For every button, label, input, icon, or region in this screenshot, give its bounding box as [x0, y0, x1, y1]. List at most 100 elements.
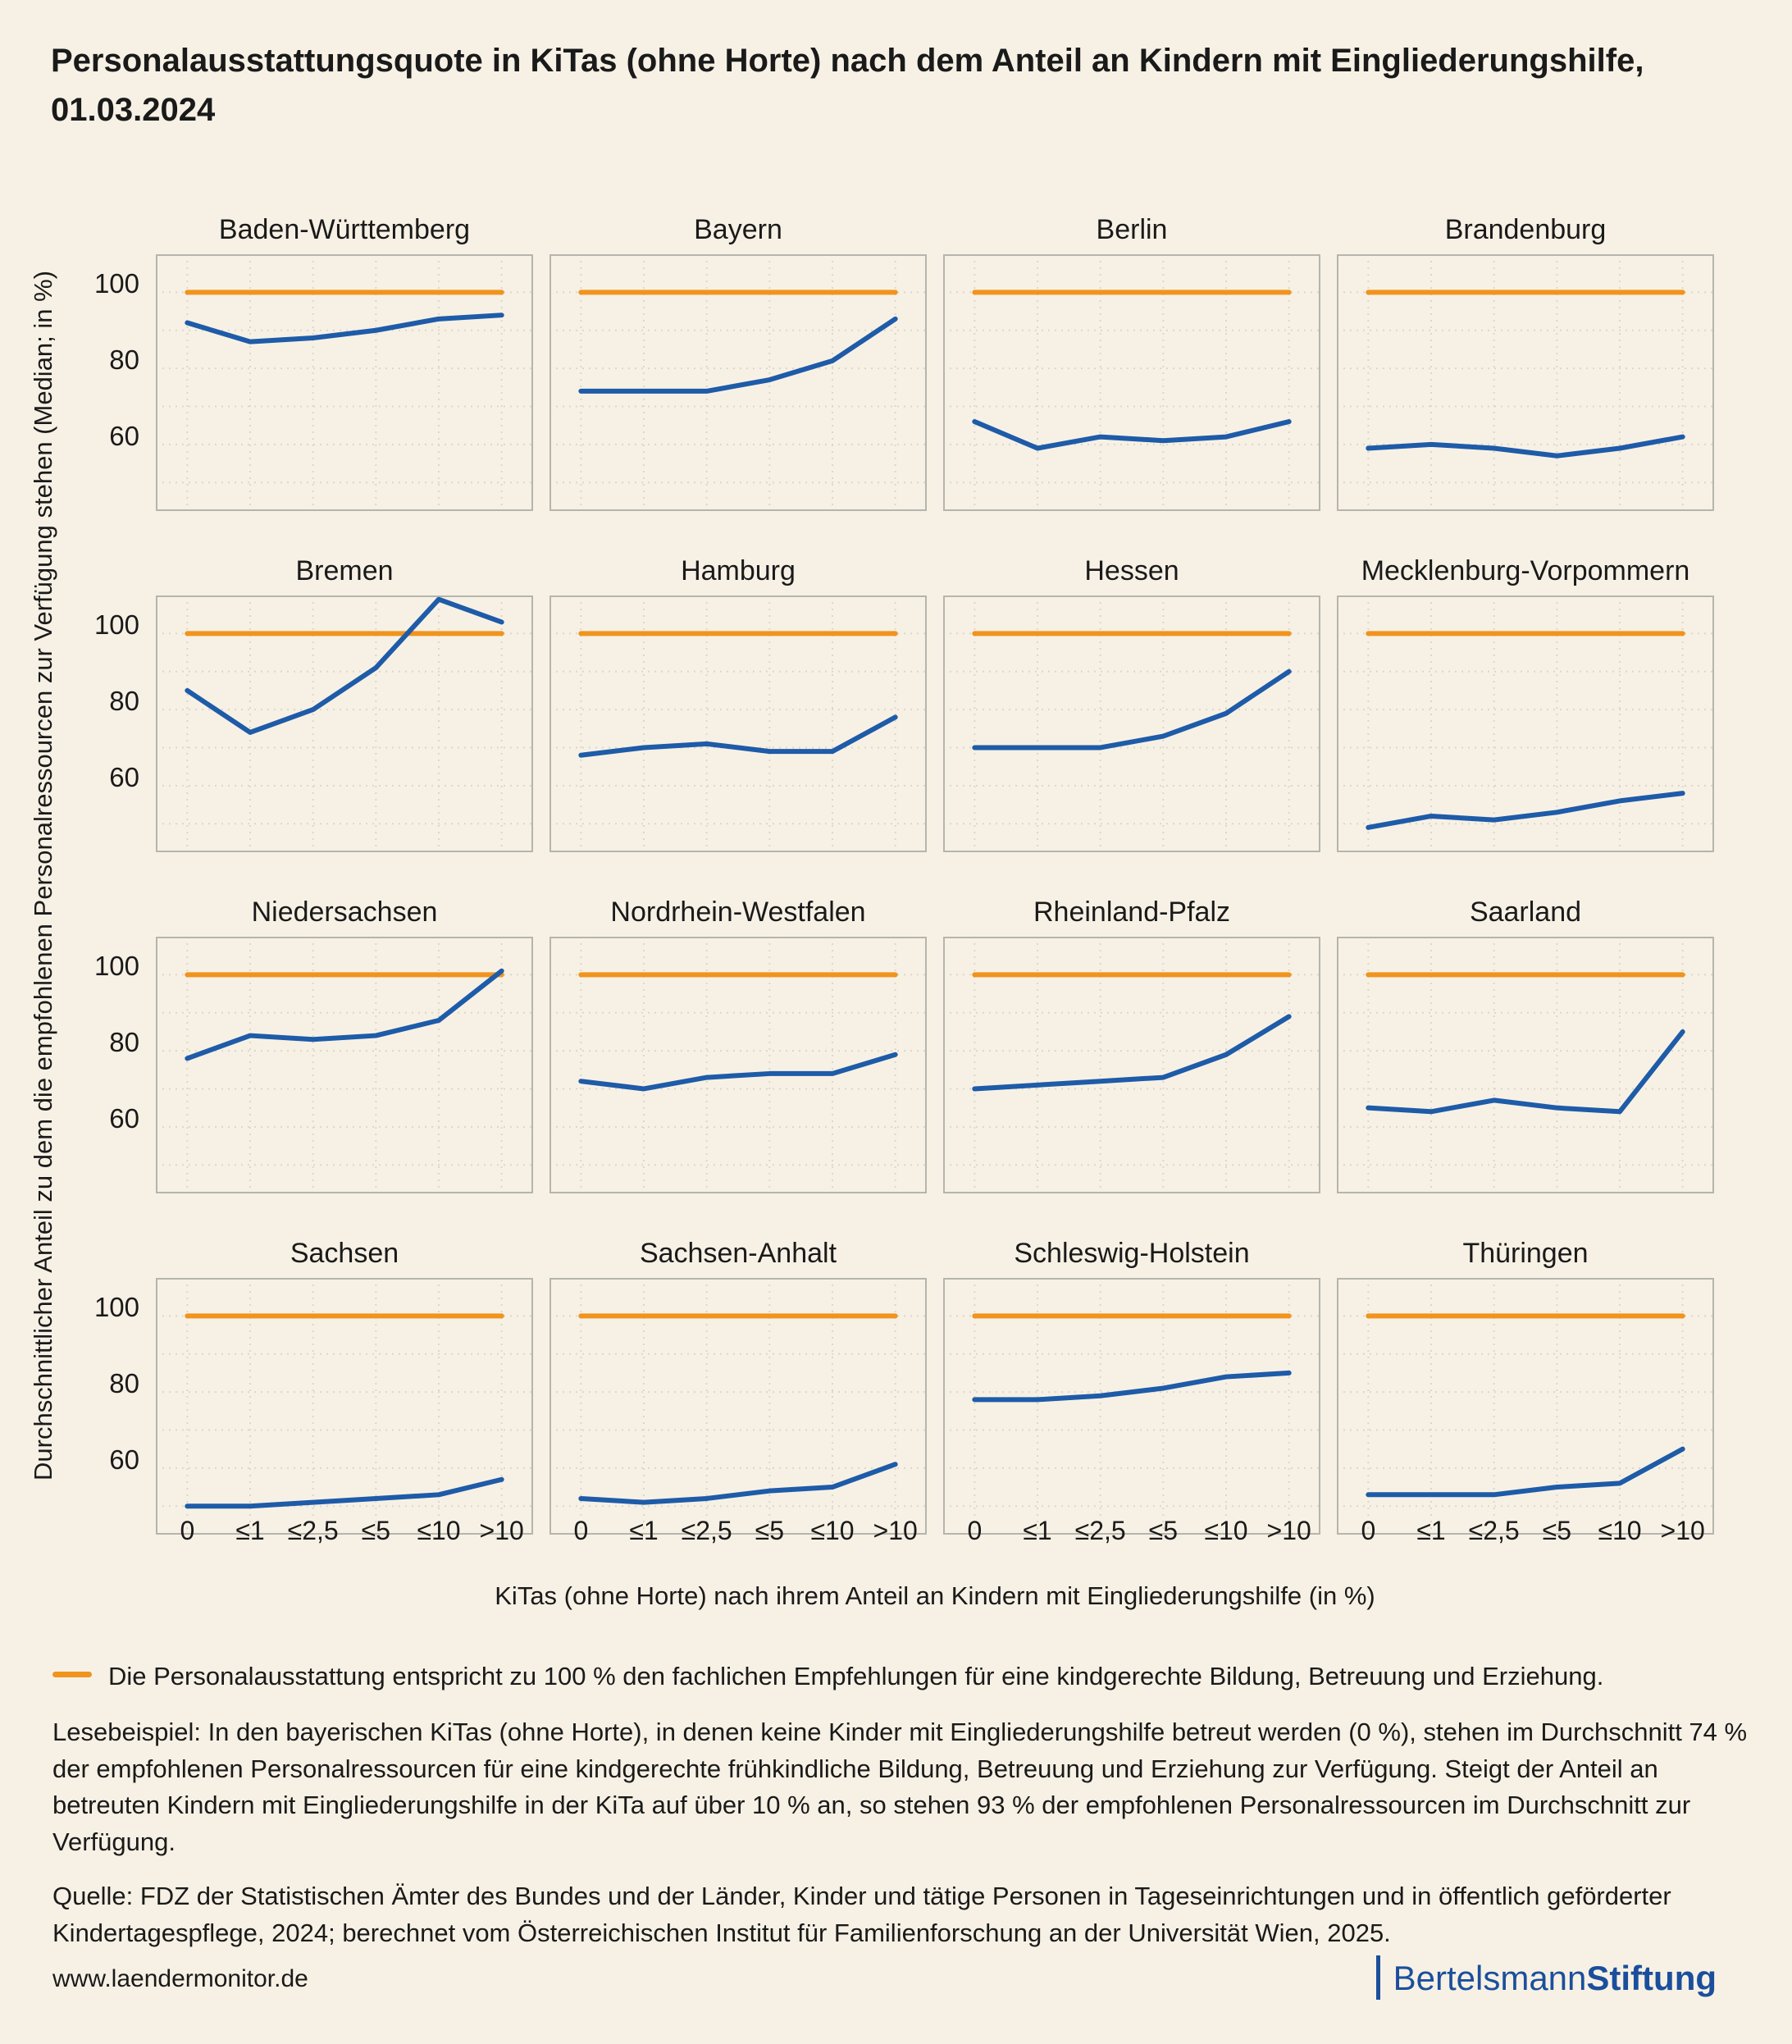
panel-Baden-Württemberg: Baden-Württemberg: [156, 197, 533, 511]
x-tick-label: ≤5: [1148, 1516, 1179, 1545]
x-tick-label: 0: [180, 1516, 195, 1545]
x-tick-label: ≤2,5: [1074, 1516, 1126, 1545]
panel-chart: [156, 254, 533, 511]
panel-chart: [1337, 1278, 1714, 1535]
x-tick-label: ≤10: [1598, 1516, 1642, 1545]
data-line: [185, 968, 504, 1061]
x-tick-group: 0 ≤1 ≤2,5 ≤5 ≤10 >10: [943, 1516, 1320, 1546]
panel-title: Berlin: [1096, 214, 1168, 245]
x-tick-label: >10: [479, 1516, 524, 1545]
panel-title: Hessen: [1084, 555, 1179, 586]
panel-chart: [156, 937, 533, 1193]
panel-title: Niedersachsen: [251, 897, 438, 928]
chart-row: 100 80 60 Niedersachsen Nordrhein-Westfalen R…: [94, 879, 1714, 1193]
chart-row: 100 80 60 Sachsen Sachsen-Anhalt Schleswig-Ho…: [94, 1220, 1714, 1535]
x-tick-group: 0 ≤1 ≤2,5 ≤5 ≤10 >10: [1337, 1516, 1714, 1546]
panel-chart: [1337, 595, 1714, 852]
x-tick-label: >10: [873, 1516, 918, 1545]
y-tick-label: 80: [109, 686, 139, 717]
panel-title: Sachsen: [290, 1238, 399, 1269]
panel-Schleswig-Holstein: Schleswig-Holstein: [943, 1220, 1320, 1535]
panel-Hamburg: Hamburg: [549, 538, 927, 852]
panel-chart: [549, 937, 927, 1193]
panel-Bayern: Bayern: [549, 197, 927, 511]
panel-chart: [1337, 254, 1714, 511]
panel-chart: [549, 1278, 927, 1535]
x-axis-ticks: 0 ≤1 ≤2,5 ≤5 ≤10 >10 0 ≤1 ≤2,5 ≤5 ≤10 >10 0 ≤1 ≤2,5 ≤5 ≤…: [156, 1516, 1730, 1546]
data-line: [578, 1052, 898, 1092]
x-tick-label: ≤5: [361, 1516, 391, 1545]
logo-text-regular: Bertelsmann: [1393, 1959, 1587, 1998]
data-line: [578, 1462, 898, 1505]
x-tick-label: ≤10: [1204, 1516, 1248, 1545]
x-tick-label: 0: [573, 1516, 589, 1545]
x-tick-group: 0 ≤1 ≤2,5 ≤5 ≤10 >10: [156, 1516, 533, 1546]
legend-label: Die Personalausstattung entspricht zu 10…: [108, 1662, 1604, 1690]
x-tick-label: ≤2,5: [1468, 1516, 1520, 1545]
panel-chart: [943, 1278, 1320, 1535]
panel-chart: [943, 254, 1320, 511]
panel-chart: [549, 595, 927, 852]
data-line: [1366, 1446, 1685, 1498]
panel-chart: [943, 595, 1320, 852]
y-tick-label: 100: [93, 268, 139, 299]
x-tick-label: ≤2,5: [681, 1516, 732, 1545]
logo-bar-icon: [1375, 1955, 1380, 2000]
panel-Sachsen-Anhalt: Sachsen-Anhalt: [549, 1220, 927, 1535]
x-tick-label: 0: [1361, 1516, 1376, 1545]
bertelsmann-stiftung-logo: BertelsmannStiftung: [1375, 1955, 1717, 2003]
panel-Hessen: Hessen: [943, 538, 1320, 852]
website-link[interactable]: www.laendermonitor.de: [52, 1965, 308, 1992]
panel-title: Thüringen: [1462, 1238, 1589, 1269]
data-line: [972, 419, 1292, 451]
small-multiples-grid: 100 80 60 Baden-Württemberg Bayern Berlin Bran…: [94, 197, 1714, 1562]
panel-chart: [1337, 937, 1714, 1193]
page-title: Personalausstattungsquote in KiTas (ohne…: [51, 43, 1644, 128]
panel-Mecklenburg-Vorpommern: Mecklenburg-Vorpommern: [1337, 538, 1714, 852]
x-tick-label: ≤1: [1416, 1516, 1446, 1545]
panel-Nordrhein-Westfalen: Nordrhein-Westfalen: [549, 879, 927, 1193]
panel-title: Mecklenburg-Vorpommern: [1361, 555, 1690, 586]
x-tick-label: ≤10: [417, 1516, 461, 1545]
x-tick-label: ≤1: [235, 1516, 265, 1545]
x-axis-label: KiTas (ohne Horte) nach ihrem Anteil an …: [495, 1581, 1375, 1610]
panel-title: Baden-Württemberg: [218, 214, 471, 245]
y-tick-label: 80: [109, 1027, 139, 1058]
x-tick-group: 0 ≤1 ≤2,5 ≤5 ≤10 >10: [549, 1516, 927, 1546]
panel-Sachsen: Sachsen: [156, 1220, 533, 1535]
panel-Berlin: Berlin: [943, 197, 1320, 511]
y-tick-label: 80: [109, 344, 139, 376]
x-tick-label: ≤5: [1542, 1516, 1572, 1545]
data-line: [1366, 434, 1685, 459]
data-line: [185, 596, 504, 735]
panel-Rheinland-Pfalz: Rheinland-Pfalz: [943, 879, 1320, 1193]
x-tick-label: ≤1: [1023, 1516, 1052, 1545]
logo-text-bold: Stiftung: [1586, 1959, 1717, 1998]
x-tick-label: >10: [1660, 1516, 1705, 1545]
data-line: [1366, 1029, 1685, 1115]
data-line: [578, 714, 898, 758]
y-tick-label: 100: [93, 951, 139, 982]
x-tick-label: >10: [1266, 1516, 1311, 1545]
panel-title: Hamburg: [681, 555, 796, 586]
data-line: [185, 1476, 504, 1509]
panel-Brandenburg: Brandenburg: [1337, 197, 1714, 511]
data-line: [972, 668, 1292, 751]
reading-example-text: Lesebeispiel: In den bayerischen KiTas (…: [52, 1718, 1748, 1856]
y-tick-label: 100: [93, 609, 139, 641]
panel-chart: [549, 254, 927, 511]
source-text: Quelle: FDZ der Statistischen Ämter des …: [52, 1882, 1671, 1947]
panel-title: Bremen: [295, 555, 394, 586]
y-tick-label: 60: [109, 761, 139, 792]
data-line: [972, 1014, 1292, 1092]
reference-line-swatch: [52, 1672, 92, 1677]
panel-title: Nordrhein-Westfalen: [610, 897, 866, 928]
panel-title: Bayern: [694, 214, 782, 245]
data-line: [972, 1370, 1292, 1403]
y-tick-label: 100: [93, 1292, 139, 1323]
panel-title: Schleswig-Holstein: [1014, 1238, 1250, 1269]
y-tick-label: 60: [109, 1102, 139, 1134]
y-tick-label: 60: [109, 420, 139, 451]
y-tick-label: 60: [109, 1444, 139, 1475]
panel-Thüringen: Thüringen: [1337, 1220, 1714, 1535]
